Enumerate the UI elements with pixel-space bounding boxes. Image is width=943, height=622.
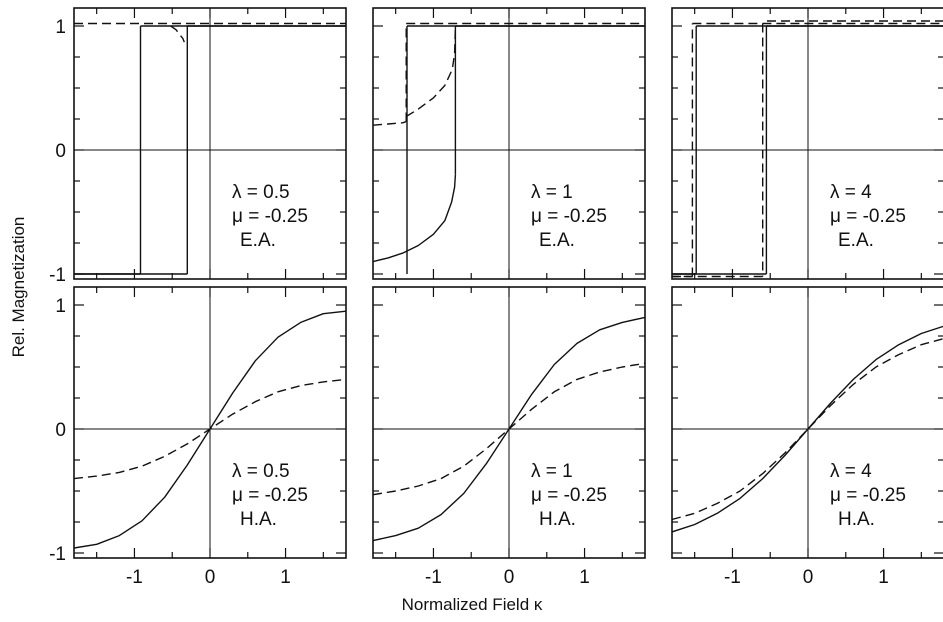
x-tick-label: 1 [280, 567, 291, 588]
series-group [373, 22, 645, 274]
dashed-curve [373, 362, 645, 496]
panel-annotation-line: λ = 4 [830, 182, 872, 203]
dashed-curve [373, 120, 407, 126]
chart-panel-1: -1 0 1 λ = 0.5 μ = -0.25 E.A. [49, 7, 347, 286]
panel-annotation-line: H.A. [539, 509, 576, 530]
y-tick-label: 0 [55, 141, 66, 162]
panel-annotation-line: μ = -0.25 [531, 206, 607, 227]
chart-panel-5: -1 0 1 λ = 1 μ = -0.25 H.A. [372, 286, 646, 588]
panel-annotation-line: μ = -0.25 [232, 206, 308, 227]
y-axis-title: Rel. Magnetization [9, 217, 28, 358]
chart-panel-2: λ = 1 μ = -0.25 E.A. [372, 7, 646, 280]
dashed-curve [74, 378, 346, 480]
series-group [74, 22, 346, 275]
panel-annotation-line: H.A. [240, 509, 277, 530]
y-tick-label: 1 [55, 17, 66, 38]
x-tick-label: 1 [878, 567, 889, 588]
panel-annotation-line: λ = 1 [531, 182, 573, 203]
chart-panel-6: -1 0 1 λ = 4 μ = -0.25 H.A. [671, 286, 943, 588]
chart-panel-3: λ = 4 μ = -0.25 E.A. [671, 7, 943, 280]
y-tick-label: -1 [49, 544, 66, 565]
x-tick-label: -1 [724, 567, 741, 588]
x-tick-label: -1 [425, 567, 442, 588]
solid-curve [373, 174, 457, 263]
x-tick-label: 0 [205, 567, 216, 588]
y-tick-label: 0 [55, 420, 66, 441]
panel-annotation-line: λ = 1 [531, 461, 573, 482]
panel-annotation-line: λ = 0.5 [232, 182, 290, 203]
series-group [672, 20, 943, 278]
panel-annotation-line: λ = 0.5 [232, 461, 290, 482]
panel-annotation-line: μ = -0.25 [830, 485, 906, 506]
x-tick-label: -1 [126, 567, 143, 588]
series-group [74, 310, 346, 549]
x-tick-label: 0 [803, 567, 814, 588]
x-tick-label: 1 [579, 567, 590, 588]
panel-grid: -1 0 1 λ = 0.5 μ = -0.25 E.A. λ = 1 μ = -0.25 E.… [49, 7, 943, 588]
panel-annotation-line: H.A. [838, 509, 875, 530]
dashed-curve [170, 25, 185, 43]
chart-panel-4: -1 0 1 -1 0 1 λ = 0.5 μ = -0.25 H.A. [49, 286, 347, 588]
panel-annotation-line: μ = -0.25 [531, 485, 607, 506]
x-axis-title: Normalized Field κ [402, 595, 543, 614]
panel-annotation-line: μ = -0.25 [830, 206, 906, 227]
x-tick-label: 0 [504, 567, 515, 588]
series-group [672, 325, 943, 533]
panel-annotation-line: λ = 4 [830, 461, 872, 482]
solid-curve [672, 325, 943, 533]
panel-annotation-line: E.A. [240, 230, 276, 251]
panel-annotation-line: E.A. [838, 230, 874, 251]
panel-annotation-line: E.A. [539, 230, 575, 251]
y-tick-label: -1 [49, 265, 66, 286]
panel-annotation-line: μ = -0.25 [232, 485, 308, 506]
y-tick-label: 1 [55, 296, 66, 317]
dashed-curve [672, 338, 943, 521]
dashed-curve [405, 25, 457, 118]
series-group [373, 316, 645, 542]
